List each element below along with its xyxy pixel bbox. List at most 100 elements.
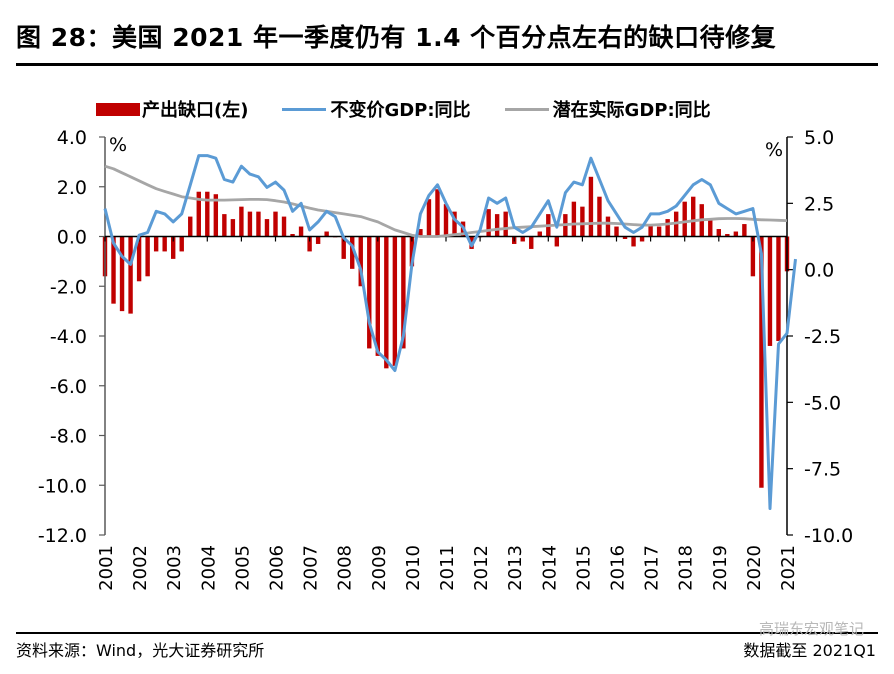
gap-bar — [196, 191, 201, 237]
gap-bar — [639, 236, 645, 242]
x-axis-tick-label: 2017 — [642, 545, 663, 591]
x-axis-tick-label: 2009 — [369, 545, 390, 591]
gap-bar — [665, 219, 670, 237]
gap-bar — [426, 199, 432, 237]
gap-bar — [119, 236, 125, 312]
gap-bar — [759, 236, 764, 488]
gap-bar — [494, 214, 500, 237]
legend-label-output-gap: 产出缺口(左) — [142, 100, 249, 121]
left-axis-unit-label: % — [109, 134, 127, 156]
gap-bar — [290, 234, 295, 237]
gap-bar — [367, 236, 372, 349]
x-axis-tick-label: 2019 — [710, 545, 731, 591]
right-axis-tick-label: -7.5 — [804, 459, 841, 481]
gap-bar — [631, 236, 636, 247]
gap-bar — [384, 236, 389, 369]
source-note: 资料来源：Wind，光大证券研究所 — [16, 641, 265, 660]
left-axis-tick-label: -4.0 — [50, 326, 87, 348]
gap-bar — [264, 219, 270, 237]
gap-bar — [614, 226, 619, 237]
gap-bar — [273, 211, 278, 237]
gap-bar — [725, 234, 730, 237]
left-axis-tick-label: -6.0 — [50, 376, 87, 398]
gap-bar — [298, 226, 304, 237]
gap-bar — [418, 229, 423, 237]
watermark: 高瑞东宏观笔记 — [758, 620, 864, 638]
gap-bar — [580, 206, 585, 237]
x-axis-tick-label: 2013 — [505, 545, 526, 591]
legend-swatch-output-gap — [96, 102, 140, 116]
gap-bar — [392, 236, 398, 366]
gap-bar — [597, 196, 602, 237]
x-axis-tick-label: 2012 — [471, 545, 492, 591]
gap-bar — [409, 236, 415, 267]
gap-bar — [733, 231, 739, 237]
gap-bar — [648, 224, 653, 237]
gap-bar — [281, 216, 287, 237]
x-axis-tick-label: 2003 — [164, 545, 185, 591]
x-axis-tick-label: 2021 — [778, 545, 799, 591]
right-axis-tick-label: -2.5 — [804, 326, 841, 348]
gap-bar — [716, 229, 721, 237]
gap-bar — [307, 236, 312, 252]
gap-bar — [171, 236, 176, 259]
right-axis-tick-label: 0.0 — [804, 260, 834, 282]
gap-bar — [443, 204, 449, 237]
x-axis-tick-label: 2005 — [232, 545, 253, 591]
x-axis-tick-label: 2011 — [437, 545, 458, 591]
gap-bar — [691, 196, 696, 237]
x-axis-tick-label: 2014 — [539, 545, 560, 591]
gap-bar — [111, 236, 116, 304]
left-axis-tick-label: -10.0 — [38, 475, 87, 497]
left-axis-tick-label: -2.0 — [50, 276, 87, 298]
gap-bar — [435, 189, 440, 237]
right-axis-unit-label: % — [765, 139, 783, 161]
right-axis-tick-label: 2.5 — [804, 193, 834, 215]
legend-item-real-gdp: 不变价GDP:同比 — [282, 96, 471, 122]
data-as-of-note: 数据截至 2021Q1 — [743, 641, 876, 660]
gap-bar — [358, 236, 363, 287]
gap-bar — [162, 236, 167, 252]
gap-bar — [230, 219, 236, 237]
title-rule — [16, 63, 878, 66]
x-axis-tick-label: 2006 — [267, 545, 288, 591]
gap-bar — [256, 211, 261, 237]
gap-bar — [529, 236, 534, 249]
potential-gdp-yoy-line — [104, 164, 788, 238]
left-axis-tick-label: 4.0 — [57, 127, 87, 149]
legend-label-potential-gdp: 潜在实际GDP:同比 — [552, 100, 711, 121]
chart-title: 图 28：美国 2021 年一季度仍有 1.4 个百分点左右的缺口待修复 — [16, 23, 777, 52]
gap-bar — [145, 236, 150, 277]
gap-bar — [622, 236, 628, 239]
gap-bar — [503, 211, 508, 237]
right-axis-tick-label: -10.0 — [804, 525, 853, 547]
gap-bar — [350, 236, 355, 269]
x-axis-tick-label: 2004 — [198, 545, 219, 591]
legend-label-real-gdp: 不变价GDP:同比 — [330, 100, 471, 121]
gap-bar — [315, 236, 321, 244]
legend-item-output-gap: 产出缺口(左) — [96, 96, 248, 122]
gap-bar — [605, 216, 611, 237]
gap-bar — [588, 176, 594, 237]
x-axis-tick-label: 2002 — [130, 545, 151, 591]
gap-bar — [136, 236, 142, 282]
legend-swatch-potential-gdp — [504, 107, 549, 111]
gap-bar — [656, 226, 662, 237]
gap-bar — [452, 211, 457, 237]
x-axis-tick-label: 2016 — [608, 545, 629, 591]
x-axis-tick-label: 2007 — [301, 545, 322, 591]
gap-bar — [324, 231, 329, 237]
legend-swatch-real-gdp — [282, 107, 327, 111]
x-axis-tick-label: 2001 — [96, 545, 117, 591]
x-axis-tick-label: 2018 — [676, 545, 697, 591]
x-axis-tick-label: 2015 — [573, 545, 594, 591]
x-axis-tick-label: 2020 — [744, 545, 765, 591]
gap-bar — [554, 236, 560, 247]
footer-rule — [16, 632, 878, 634]
gap-bar — [341, 236, 346, 259]
gap-bar — [213, 194, 219, 237]
chart-legend: 产出缺口(左) 不变价GDP:同比 潜在实际GDP:同比 — [96, 96, 745, 122]
gap-bar — [188, 216, 193, 237]
gap-bar — [750, 236, 756, 277]
